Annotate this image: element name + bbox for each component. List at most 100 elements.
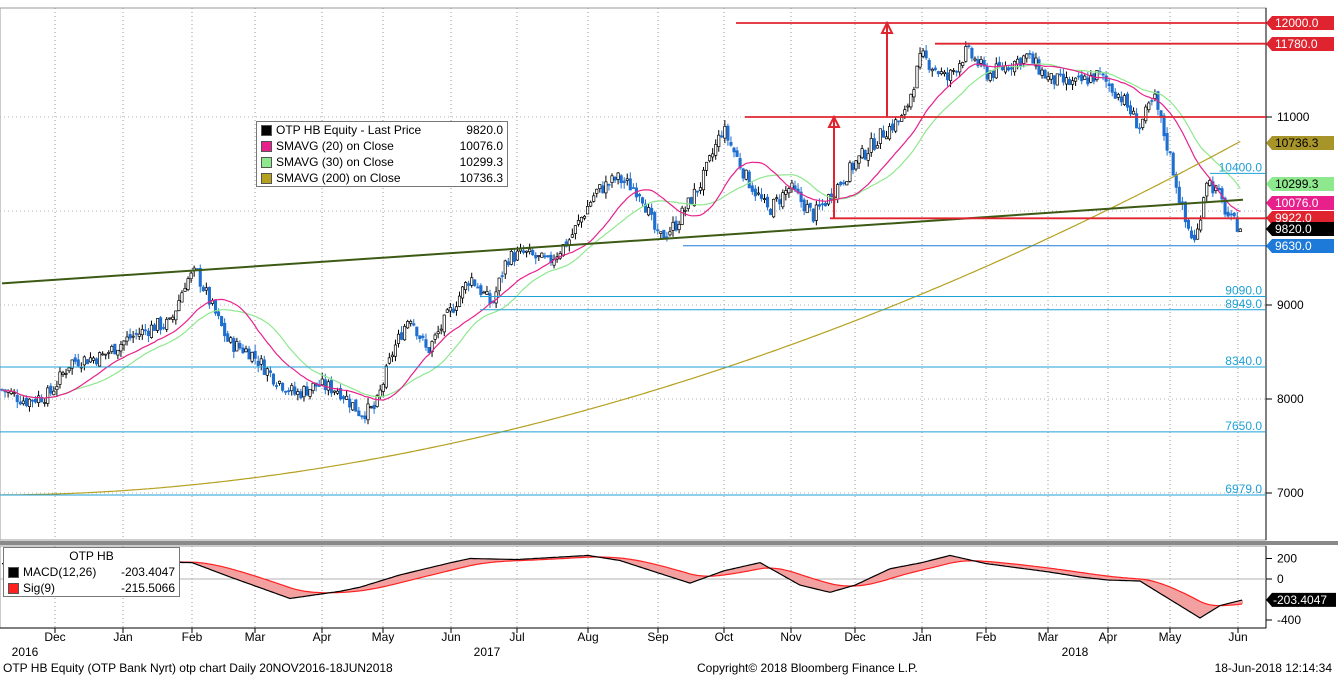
candle-body <box>701 169 706 191</box>
sma20-swatch <box>261 140 272 152</box>
signal-swatch <box>8 582 19 594</box>
candle-body <box>226 333 230 342</box>
candle-body <box>339 388 343 400</box>
candle-body <box>250 351 254 362</box>
candle-body <box>461 286 465 299</box>
candle-body <box>714 144 718 156</box>
candle-body <box>912 89 916 98</box>
candle-body <box>342 396 346 400</box>
candle-body <box>1016 58 1020 65</box>
candle-body <box>274 385 279 387</box>
candle-body <box>1107 83 1111 87</box>
value-tag-label: 10076.0 <box>1275 196 1319 210</box>
candle-body <box>1208 180 1212 186</box>
candle-body <box>1058 73 1062 76</box>
candle-body <box>372 404 376 410</box>
candle-body <box>683 209 687 212</box>
candle-body <box>91 357 96 361</box>
candle-body <box>723 125 727 139</box>
candle-body <box>744 169 748 180</box>
candle-body <box>61 372 65 375</box>
candle-body <box>887 126 892 140</box>
candle-body <box>177 300 181 311</box>
candle-body <box>515 250 520 261</box>
candle-body <box>772 198 776 218</box>
candle-body <box>137 333 141 337</box>
candle-body <box>671 222 675 231</box>
candle-body <box>186 278 190 290</box>
value-tag-label: 10299.3 <box>1275 177 1319 191</box>
candle-body <box>521 250 526 253</box>
candle-body <box>872 138 876 150</box>
candle-body <box>400 332 404 340</box>
value-tag <box>1266 239 1334 253</box>
macd-tick-label: 200 <box>1277 552 1297 566</box>
candle-body <box>1174 174 1178 188</box>
candle-body <box>637 194 642 197</box>
candle-body <box>1165 133 1169 151</box>
candle-body <box>741 168 745 179</box>
macd-value-tag <box>1266 592 1336 607</box>
candle-body <box>64 372 68 375</box>
candle-body <box>1022 55 1026 64</box>
candle-body <box>381 384 385 392</box>
candle-body <box>1070 80 1075 85</box>
candle-body <box>204 287 208 291</box>
candle-body <box>732 147 736 153</box>
candle-body <box>464 282 468 291</box>
candle-body <box>1040 69 1044 76</box>
candle-body <box>244 348 248 353</box>
candle-body <box>589 201 593 207</box>
candle-body <box>808 202 812 208</box>
macd-legend: OTP HB MACD(12,26) -203.4047 Sig(9) -215… <box>3 547 180 597</box>
candle-body <box>921 50 925 57</box>
candle-body <box>94 358 99 365</box>
candle-body <box>101 353 105 356</box>
candle-body <box>1003 65 1008 73</box>
candle-body <box>1171 152 1175 176</box>
candle-body <box>582 215 587 219</box>
candle-body <box>878 128 882 144</box>
candle-body <box>778 199 782 205</box>
candle-body <box>955 70 959 73</box>
candle-body <box>104 353 108 356</box>
macd-tick-label: 0 <box>1277 572 1284 586</box>
candle-body <box>268 370 272 373</box>
candle-body <box>756 192 760 195</box>
candle-body <box>439 328 443 331</box>
candle-body <box>677 223 681 231</box>
candle-body <box>573 225 577 234</box>
candle-body <box>18 401 22 405</box>
candle-body <box>549 254 553 263</box>
legend-sma20-value: 10076.0 <box>459 139 503 153</box>
candle-body <box>1083 75 1087 80</box>
value-tag-label: 11780.0 <box>1275 37 1318 51</box>
candle-body <box>595 188 599 194</box>
month-label: Jan <box>113 630 132 644</box>
candle-body <box>76 359 80 367</box>
month-label: Nov <box>780 630 801 644</box>
candle-body <box>918 53 922 68</box>
candle-body <box>976 59 980 67</box>
candle-body <box>201 286 205 292</box>
candle-body <box>125 336 129 342</box>
candle-body <box>1192 234 1197 241</box>
candle-body <box>961 62 965 66</box>
legend-macd-name: MACD(12,26) <box>23 565 97 579</box>
candle-body <box>146 330 150 336</box>
candle-body <box>265 368 269 376</box>
legend-sma30-value: 10299.3 <box>459 155 503 169</box>
candle-body <box>805 204 809 214</box>
candle-body <box>1074 77 1078 82</box>
legend-sma200-value: 10736.3 <box>459 171 503 185</box>
level-label: 8340.0 <box>1225 354 1262 368</box>
candle-body <box>415 326 419 337</box>
month-label: Feb <box>182 630 203 644</box>
footer-copyright: Copyright© 2018 Bloomberg Finance L.P. <box>697 661 918 675</box>
price-tick-label: 7000 <box>1277 486 1304 500</box>
value-tag-label: 10736.3 <box>1275 136 1319 150</box>
macd-value-tag-label: -203.4047 <box>1273 593 1327 607</box>
candle-body <box>403 326 407 341</box>
legend-sma20-name: SMAVG (20) on Close <box>276 139 394 153</box>
